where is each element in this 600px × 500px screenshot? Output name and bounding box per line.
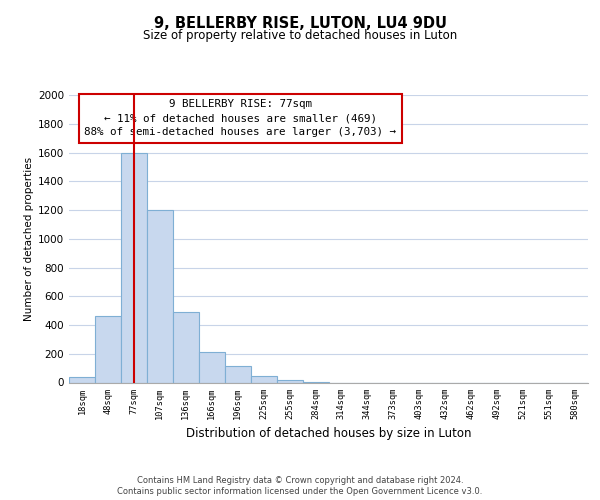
Bar — [277, 380, 302, 382]
Bar — [251, 376, 277, 382]
Bar — [147, 210, 173, 382]
Bar — [173, 312, 199, 382]
X-axis label: Distribution of detached houses by size in Luton: Distribution of detached houses by size … — [186, 427, 471, 440]
Text: 9, BELLERBY RISE, LUTON, LU4 9DU: 9, BELLERBY RISE, LUTON, LU4 9DU — [154, 16, 446, 31]
Bar — [199, 352, 224, 382]
Text: Contains HM Land Registry data © Crown copyright and database right 2024.: Contains HM Land Registry data © Crown c… — [137, 476, 463, 485]
Y-axis label: Number of detached properties: Number of detached properties — [24, 156, 34, 321]
Bar — [225, 366, 251, 382]
Text: Contains public sector information licensed under the Open Government Licence v3: Contains public sector information licen… — [118, 487, 482, 496]
Text: Size of property relative to detached houses in Luton: Size of property relative to detached ho… — [143, 29, 457, 42]
Bar — [95, 316, 121, 382]
Bar — [69, 378, 95, 382]
Bar — [121, 152, 147, 382]
Text: 9 BELLERBY RISE: 77sqm
← 11% of detached houses are smaller (469)
88% of semi-de: 9 BELLERBY RISE: 77sqm ← 11% of detached… — [84, 100, 396, 138]
